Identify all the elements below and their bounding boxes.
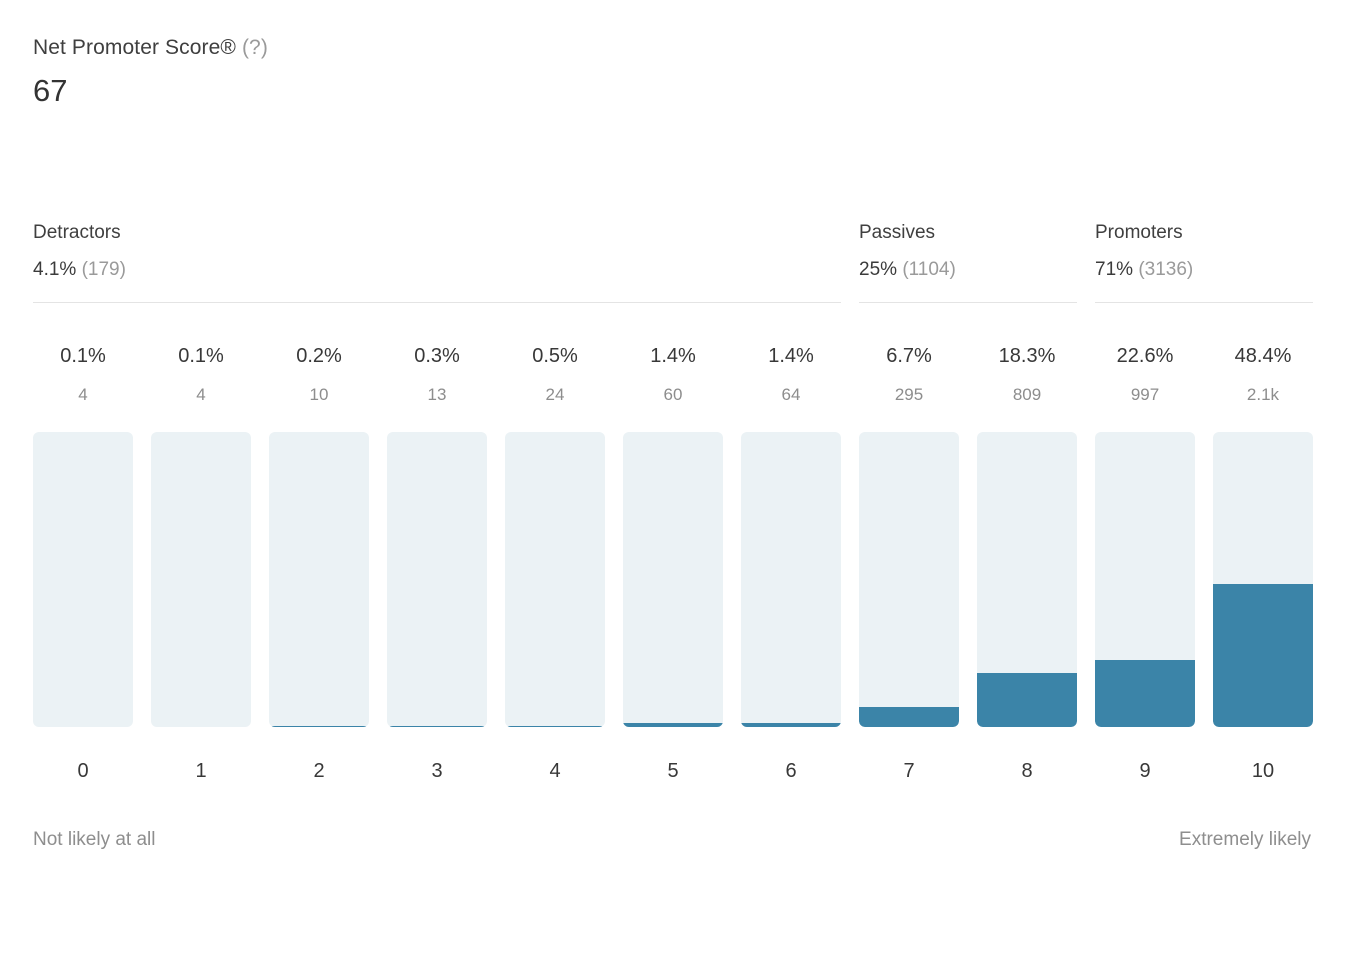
score-bar-fill-10: [1213, 584, 1313, 727]
group-detractors-percent: 4.1%: [33, 259, 77, 280]
bar-percent-labels-row: 0.1% 0.1% 0.2% 0.3% 0.5% 1.4% 1.4% 6.7% 18.3% 22.…: [33, 345, 1313, 368]
axis-end-labels: Not likely at all Extremely likely: [33, 829, 1311, 851]
bar-count-label: 10: [309, 385, 329, 404]
bar-percent-label: 22.6%: [1116, 345, 1174, 367]
group-promoters: Promoters 71% (3136): [1095, 222, 1313, 303]
score-bar-10[interactable]: [1213, 432, 1313, 727]
score-bar-8[interactable]: [977, 432, 1077, 727]
bar-percent-label: 0.3%: [414, 345, 460, 367]
group-detractors-label: Detractors: [33, 222, 121, 243]
score-bar-fill-4: [505, 725, 605, 727]
score-bar-fill-2: [269, 726, 369, 727]
score-bar-fill-3: [387, 726, 487, 727]
x-axis-label-0: 0: [77, 760, 89, 782]
group-detractors-value: 4.1% (179): [33, 259, 841, 281]
x-axis-label-2: 2: [313, 760, 325, 782]
group-passives-value: 25% (1104): [859, 259, 1077, 281]
group-passives-label: Passives: [859, 222, 936, 243]
bar-count-label: 64: [781, 385, 801, 404]
score-bar-9[interactable]: [1095, 432, 1195, 727]
score-bar-fill-9: [1095, 660, 1195, 727]
score-bar-4[interactable]: [505, 432, 605, 727]
help-icon[interactable]: (?): [241, 36, 268, 59]
score-bar-fill-5: [623, 722, 723, 727]
group-passives-percent: 25%: [859, 259, 898, 280]
score-bar-fill-6: [741, 722, 841, 727]
x-axis-labels-row: 0 1 2 3 4 5 6 7 8 9 10: [33, 760, 1313, 783]
bar-count-label: 2.1k: [1246, 385, 1280, 404]
bar-count-label: 24: [545, 385, 565, 404]
bar-count-label: 295: [894, 385, 924, 404]
score-bar-0[interactable]: [33, 432, 133, 727]
bar-count-label: 13: [427, 385, 447, 404]
score-bar-fill-8: [977, 673, 1077, 727]
bar-percent-label: 0.1%: [60, 345, 106, 367]
x-axis-label-9: 9: [1139, 760, 1151, 782]
bar-percent-label: 0.2%: [296, 345, 342, 367]
score-bar-6[interactable]: [741, 432, 841, 727]
x-axis-label-4: 4: [549, 760, 561, 782]
group-detractors: Detractors 4.1% (179): [33, 222, 841, 303]
bar-count-label: 4: [196, 385, 206, 404]
x-axis-label-5: 5: [667, 760, 679, 782]
group-passives: Passives 25% (1104): [859, 222, 1077, 303]
bar-percent-label: 0.1%: [178, 345, 224, 367]
bar-percent-label: 1.4%: [768, 345, 814, 367]
nps-score-value: 67: [33, 73, 68, 108]
score-bar-5[interactable]: [623, 432, 723, 727]
bar-count-label: 4: [78, 385, 88, 404]
axis-left-label: Not likely at all: [33, 829, 156, 850]
page-title: Net Promoter Score® (?): [33, 36, 1311, 60]
bar-percent-label: 6.7%: [886, 345, 932, 367]
group-promoters-percent: 71%: [1095, 259, 1134, 280]
x-axis-label-10: 10: [1251, 760, 1275, 782]
x-axis-label-6: 6: [785, 760, 797, 782]
score-bar-7[interactable]: [859, 432, 959, 727]
score-bar-fill-7: [859, 707, 959, 727]
bar-count-label: 809: [1012, 385, 1042, 404]
score-bar-2[interactable]: [269, 432, 369, 727]
bar-percent-label: 1.4%: [650, 345, 696, 367]
bar-percent-label: 48.4%: [1234, 345, 1292, 367]
bar-count-label: 60: [663, 385, 683, 404]
score-bar-1[interactable]: [151, 432, 251, 727]
x-axis-label-1: 1: [195, 760, 207, 782]
bar-percent-label: 0.5%: [532, 345, 578, 367]
axis-right-label: Extremely likely: [1179, 829, 1311, 850]
nps-panel: Net Promoter Score® (?) 67 Detractors 4.1…: [33, 36, 1313, 851]
group-promoters-value: 71% (3136): [1095, 259, 1313, 281]
nps-title: Net Promoter Score®: [33, 36, 236, 59]
x-axis-label-8: 8: [1021, 760, 1033, 782]
bar-count-label: 997: [1130, 385, 1160, 404]
x-axis-label-7: 7: [903, 760, 915, 782]
group-header-row: Detractors 4.1% (179) Passives 25% (1104…: [33, 222, 1313, 303]
score-bar-3[interactable]: [387, 432, 487, 727]
group-promoters-count: (3136): [1138, 259, 1194, 280]
x-axis-label-3: 3: [431, 760, 443, 782]
bar-chart-row: [33, 432, 1313, 727]
group-detractors-count: (179): [81, 259, 126, 280]
group-passives-count: (1104): [902, 259, 956, 280]
group-promoters-label: Promoters: [1095, 222, 1183, 243]
bar-count-labels-row: 4 4 10 13 24 60 64 295 809 997 2.1k: [33, 385, 1313, 405]
bar-percent-label: 18.3%: [998, 345, 1056, 367]
